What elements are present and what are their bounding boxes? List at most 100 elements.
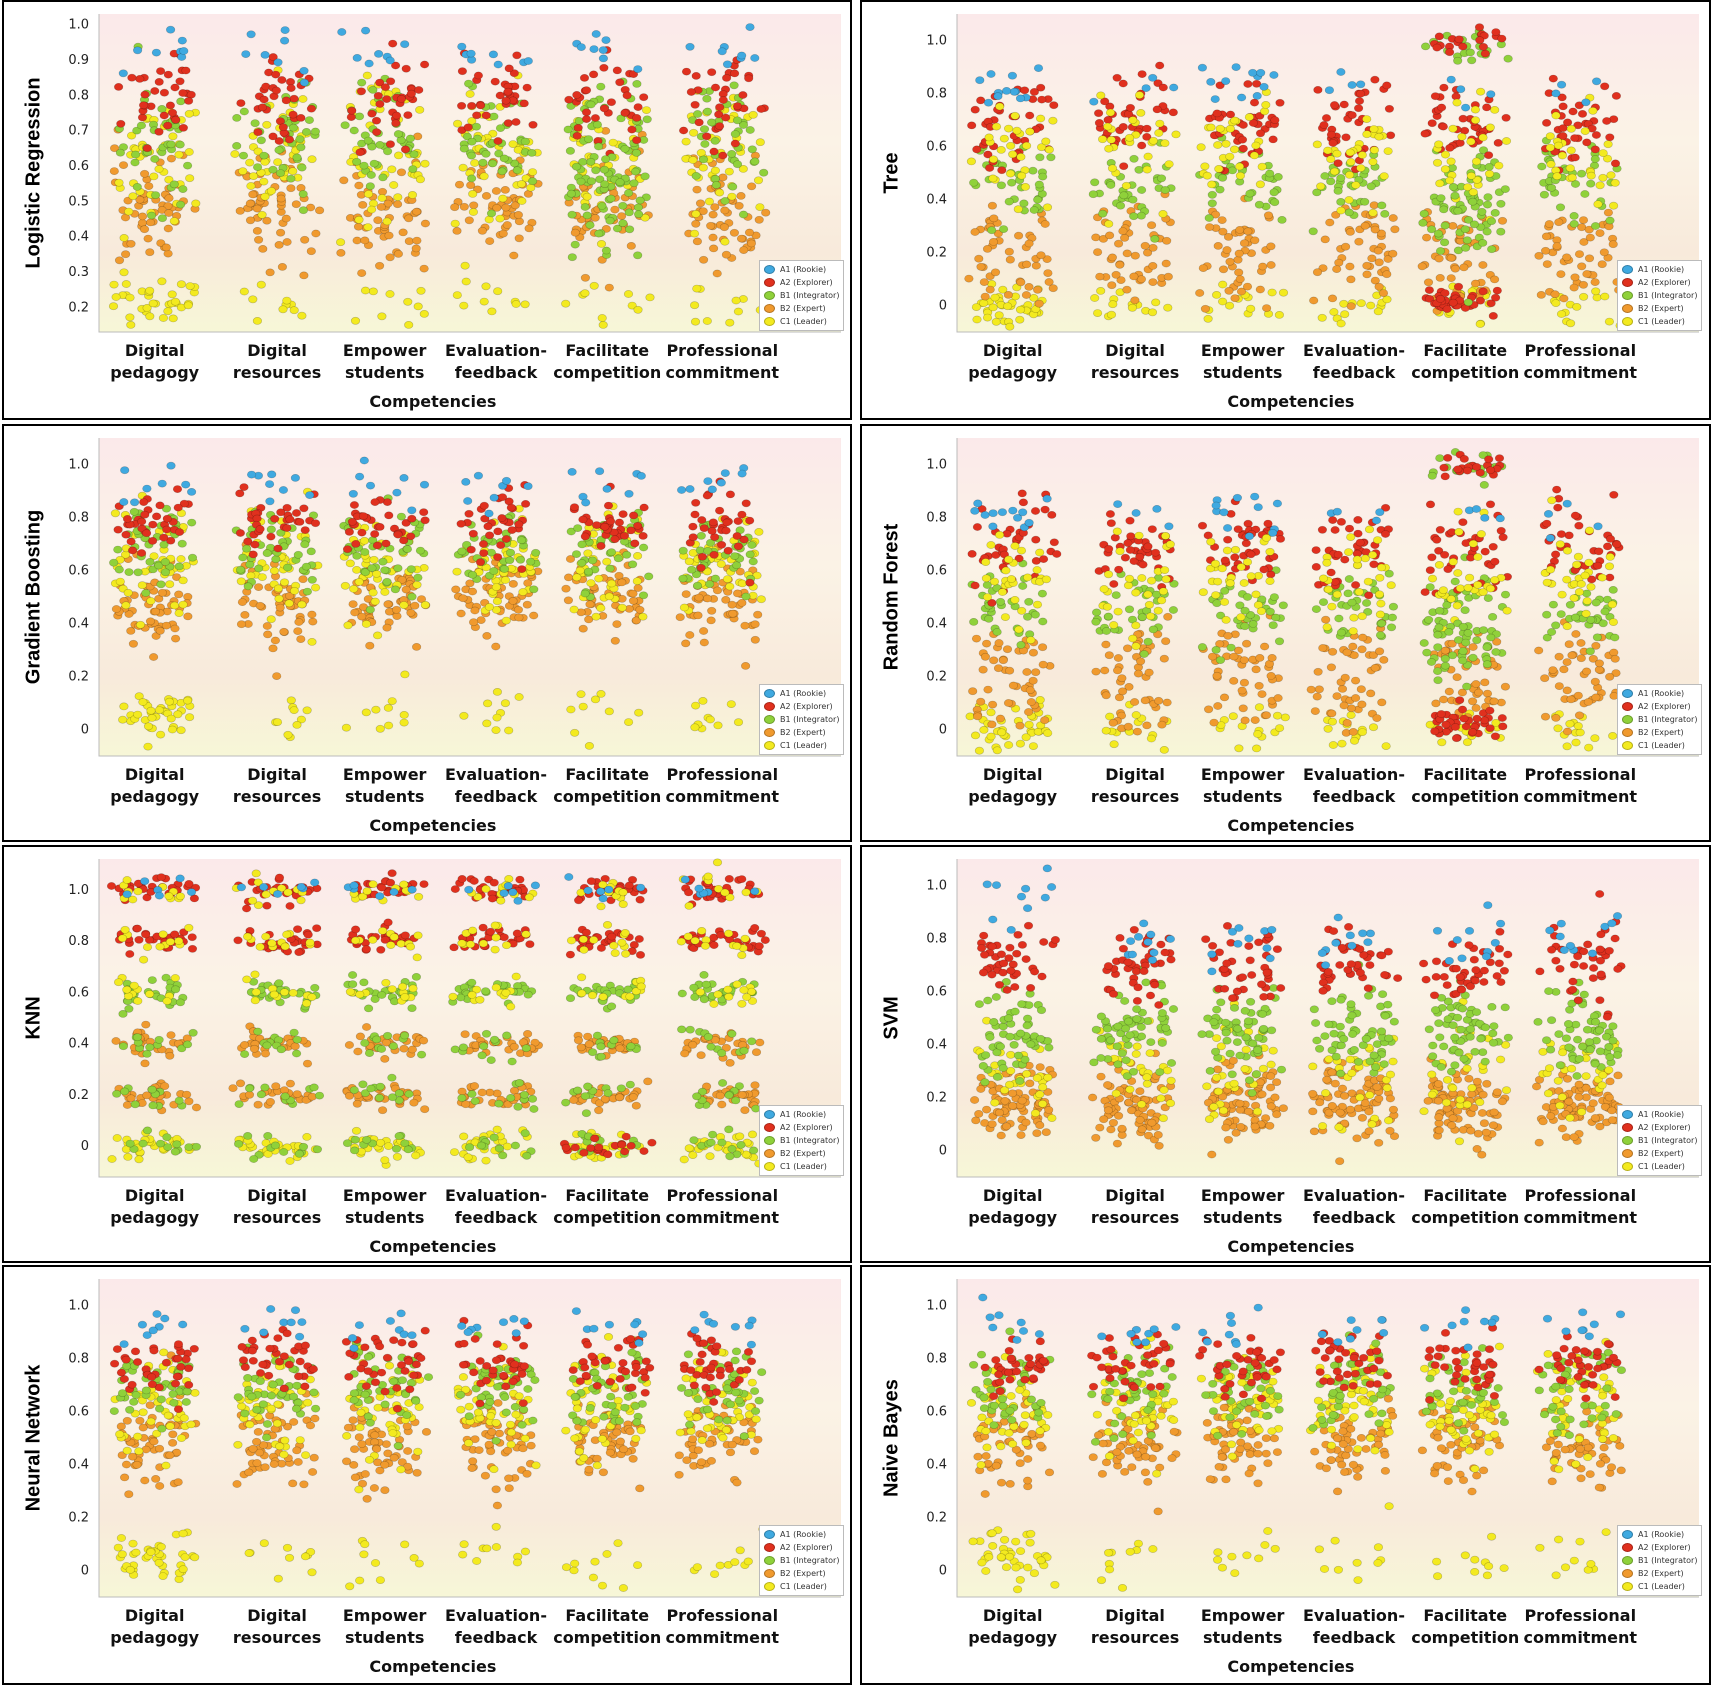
data-point-b1	[357, 78, 367, 87]
data-point-b1	[527, 148, 537, 157]
data-point-b2	[1388, 249, 1398, 258]
data-point-a1	[359, 456, 369, 465]
data-point-b2	[1562, 658, 1572, 666]
legend-item: B1 (Integrator)	[1622, 289, 1697, 302]
data-point-b2	[1390, 225, 1400, 234]
data-point-b1	[710, 574, 721, 583]
data-point-a2	[380, 83, 391, 91]
data-point-b1	[591, 166, 601, 175]
data-point-a2	[1483, 151, 1494, 160]
plot-svg: 0.20.30.40.50.60.70.80.91.0	[68, 14, 841, 333]
data-point-a2	[1220, 556, 1230, 565]
data-point-b2	[1148, 261, 1158, 270]
data-point-b2	[412, 207, 422, 216]
data-point-c1	[284, 599, 294, 608]
data-point-c1	[1278, 288, 1289, 297]
data-point-b1	[178, 185, 188, 193]
data-point-a2	[480, 514, 490, 523]
data-point-b1	[378, 557, 388, 566]
data-point-c1	[135, 620, 146, 629]
data-point-c1	[134, 692, 144, 701]
data-point-b2	[1223, 232, 1234, 241]
data-point-b2	[1584, 254, 1595, 263]
data-point-a2	[983, 150, 993, 159]
legend-swatch	[1622, 317, 1633, 326]
data-point-b1	[577, 558, 587, 567]
data-point-b2	[995, 714, 1005, 723]
data-point-a1	[523, 57, 533, 65]
data-point-a2	[718, 96, 728, 104]
data-point-b2	[1213, 241, 1223, 250]
data-point-b2	[590, 213, 600, 222]
data-point-a2	[1443, 453, 1453, 462]
data-point-b2	[710, 203, 720, 211]
data-point-a2	[375, 100, 385, 108]
data-point-a2	[473, 71, 484, 80]
data-point-c1	[725, 318, 735, 327]
x-axis-label: Competencies	[1227, 392, 1355, 411]
data-point-b1	[1137, 186, 1147, 194]
data-point-b1	[1462, 236, 1472, 245]
data-point-a2	[1370, 75, 1380, 84]
data-point-b2	[308, 617, 318, 626]
data-point-a2	[1147, 525, 1157, 534]
data-point-c1	[252, 316, 262, 325]
legend-swatch	[764, 728, 775, 737]
data-point-a2	[463, 123, 473, 132]
data-point-b1	[1098, 209, 1108, 218]
data-point-c1	[399, 718, 409, 727]
data-point-b2	[1262, 304, 1272, 312]
data-point-a2	[420, 516, 430, 525]
data-point-b1	[466, 151, 477, 160]
data-point-c1	[163, 307, 173, 316]
data-point-b1	[1018, 582, 1028, 590]
data-point-c1	[526, 183, 536, 192]
data-point-b2	[1028, 676, 1038, 685]
data-point-a2	[1137, 141, 1147, 150]
data-point-a2	[282, 503, 292, 512]
data-point-c1	[1312, 140, 1322, 149]
data-point-c1	[1131, 588, 1141, 597]
data-point-b2	[1578, 216, 1589, 224]
data-point-b1	[147, 211, 157, 220]
legend-label: B1 (Integrator)	[780, 715, 840, 724]
data-point-a2	[1420, 129, 1430, 138]
data-point-a1	[187, 488, 197, 496]
legend-swatch	[1622, 689, 1633, 698]
legend-swatch	[1622, 715, 1633, 724]
data-point-a2	[403, 111, 413, 119]
data-point-b1	[1363, 607, 1373, 616]
data-point-b2	[1341, 242, 1351, 251]
data-point-b1	[703, 547, 713, 555]
data-point-c1	[399, 710, 409, 719]
data-point-a2	[250, 540, 260, 549]
legend-item: B1 (Integrator)	[1622, 713, 1697, 726]
data-point-c1	[124, 207, 134, 216]
data-point-a2	[1427, 553, 1437, 562]
data-point-c1	[1597, 573, 1607, 582]
data-point-b2	[114, 256, 125, 265]
data-point-a2	[173, 503, 183, 512]
data-point-a1	[1141, 84, 1151, 92]
data-point-a2	[1230, 553, 1240, 562]
data-point-c1	[498, 194, 508, 203]
data-point-b1	[1427, 471, 1437, 480]
data-point-b1	[1433, 643, 1443, 652]
data-point-b1	[1419, 639, 1429, 647]
data-point-a2	[632, 114, 642, 122]
data-point-b1	[245, 560, 255, 569]
data-point-b1	[1457, 656, 1468, 665]
data-point-c1	[361, 708, 371, 717]
data-point-a1	[1164, 522, 1174, 531]
data-point-b1	[531, 548, 541, 557]
data-point-b2	[1260, 642, 1270, 651]
data-point-a1	[267, 470, 277, 479]
data-point-b1	[1496, 199, 1506, 208]
data-point-c1	[1000, 613, 1010, 621]
data-point-a2	[1570, 153, 1580, 162]
data-point-b2	[1540, 712, 1551, 721]
data-point-b1	[512, 166, 522, 175]
data-point-a2	[572, 131, 582, 140]
data-point-c1	[345, 559, 355, 568]
data-point-a1	[703, 477, 713, 485]
